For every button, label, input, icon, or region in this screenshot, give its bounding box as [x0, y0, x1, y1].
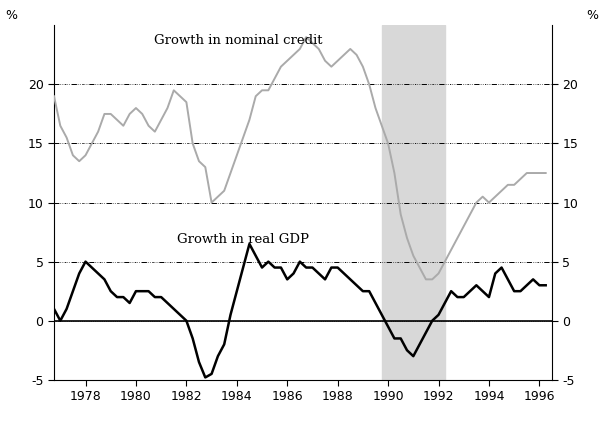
- Text: %: %: [5, 9, 17, 22]
- Bar: [382, 25, 445, 380]
- Text: Growth in nominal credit: Growth in nominal credit: [154, 34, 323, 47]
- Text: %: %: [586, 9, 598, 22]
- Text: Growth in real GDP: Growth in real GDP: [177, 233, 309, 246]
